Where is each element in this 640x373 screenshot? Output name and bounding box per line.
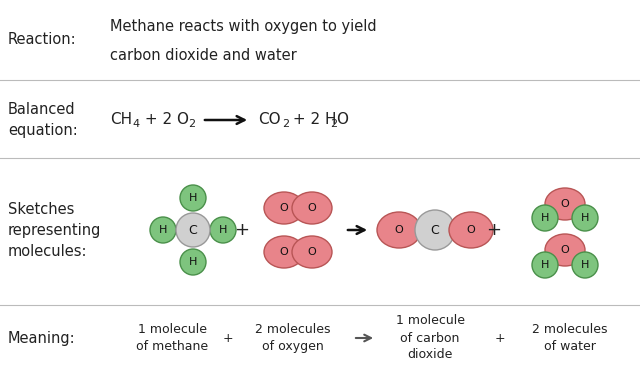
Circle shape — [572, 252, 598, 278]
Text: Methane reacts with oxygen to yield: Methane reacts with oxygen to yield — [110, 19, 376, 34]
Text: O: O — [280, 247, 289, 257]
Circle shape — [415, 210, 455, 250]
Text: 2 molecules
of oxygen: 2 molecules of oxygen — [255, 323, 331, 353]
Circle shape — [210, 217, 236, 243]
Text: H: H — [541, 213, 549, 223]
Ellipse shape — [292, 192, 332, 224]
Text: Balanced
equation:: Balanced equation: — [8, 102, 77, 138]
Text: 2: 2 — [282, 119, 289, 129]
Text: 2: 2 — [330, 119, 337, 129]
Circle shape — [176, 213, 210, 247]
Text: O: O — [561, 199, 570, 209]
Text: O: O — [336, 113, 348, 128]
Text: H: H — [159, 225, 167, 235]
Text: carbon dioxide and water: carbon dioxide and water — [110, 47, 297, 63]
Circle shape — [532, 252, 558, 278]
Text: +: + — [486, 221, 502, 239]
Text: 1 molecule
of methane: 1 molecule of methane — [136, 323, 208, 353]
Text: +: + — [234, 221, 250, 239]
Ellipse shape — [264, 236, 304, 268]
Text: O: O — [280, 203, 289, 213]
Text: Sketches
representing
molecules:: Sketches representing molecules: — [8, 201, 101, 258]
Ellipse shape — [377, 212, 421, 248]
Text: 4: 4 — [132, 119, 139, 129]
Text: +: + — [223, 332, 234, 345]
Text: 2: 2 — [188, 119, 195, 129]
Circle shape — [180, 249, 206, 275]
Ellipse shape — [264, 192, 304, 224]
Text: CO: CO — [258, 113, 280, 128]
Text: H: H — [189, 193, 197, 203]
Text: + 2 O: + 2 O — [140, 113, 189, 128]
Text: H: H — [189, 257, 197, 267]
Text: Reaction:: Reaction: — [8, 32, 77, 47]
Ellipse shape — [545, 234, 585, 266]
Circle shape — [572, 205, 598, 231]
Text: +: + — [495, 332, 506, 345]
Ellipse shape — [292, 236, 332, 268]
Circle shape — [150, 217, 176, 243]
Text: O: O — [561, 245, 570, 255]
Text: C: C — [431, 223, 440, 236]
Text: CH: CH — [110, 113, 132, 128]
Text: + 2 H: + 2 H — [288, 113, 337, 128]
Circle shape — [532, 205, 558, 231]
Circle shape — [180, 185, 206, 211]
Text: O: O — [308, 203, 316, 213]
Text: O: O — [308, 247, 316, 257]
Text: O: O — [467, 225, 476, 235]
Ellipse shape — [545, 188, 585, 220]
Ellipse shape — [449, 212, 493, 248]
Text: H: H — [219, 225, 227, 235]
Text: H: H — [541, 260, 549, 270]
Text: H: H — [581, 260, 589, 270]
Text: O: O — [395, 225, 403, 235]
Text: 2 molecules
of water: 2 molecules of water — [532, 323, 608, 353]
Text: C: C — [189, 223, 197, 236]
Text: 1 molecule
of carbon
dioxide: 1 molecule of carbon dioxide — [396, 314, 465, 361]
Text: H: H — [581, 213, 589, 223]
Text: Meaning:: Meaning: — [8, 330, 76, 345]
